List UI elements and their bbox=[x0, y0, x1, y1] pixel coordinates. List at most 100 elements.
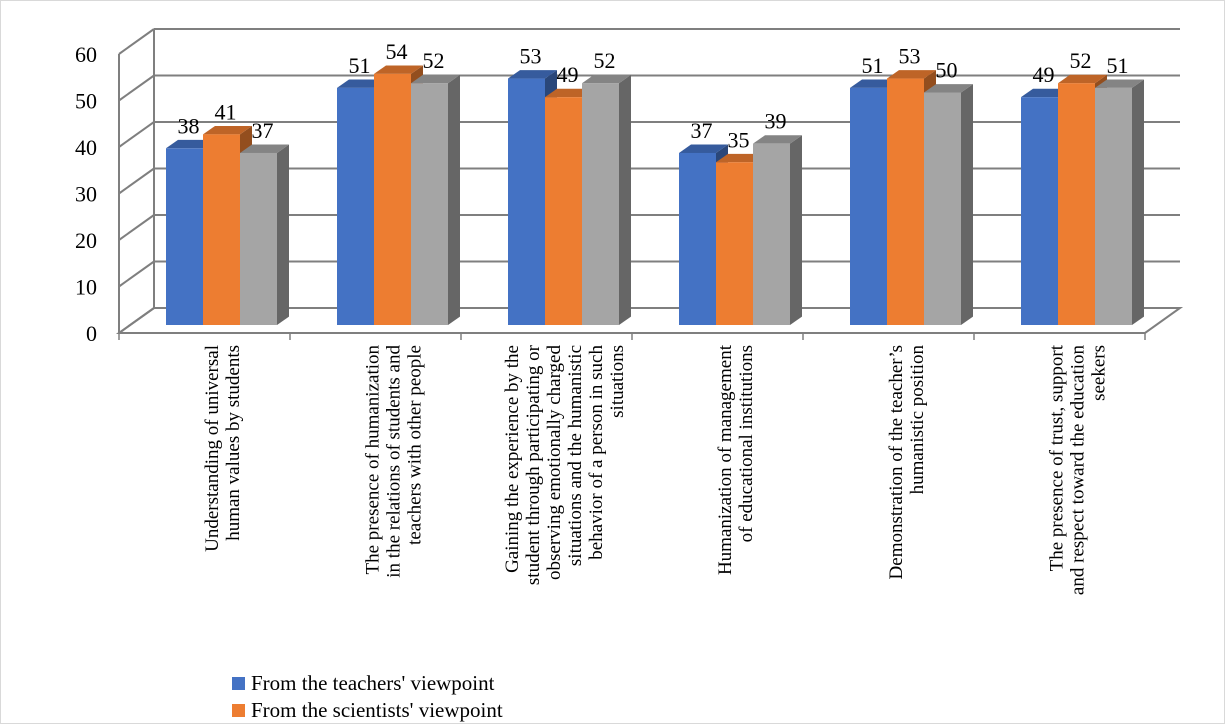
bar-top bbox=[508, 70, 557, 79]
bar-front bbox=[924, 92, 961, 325]
x-category-labels: Understanding of universalhuman values b… bbox=[202, 344, 1110, 595]
bar-front bbox=[582, 83, 619, 325]
bar-side bbox=[277, 144, 289, 325]
x-category-label-line: teachers with other people bbox=[405, 345, 426, 545]
y-tick-label: 50 bbox=[75, 89, 97, 114]
x-category-label-line: behavior of a person in such bbox=[586, 345, 607, 560]
bar-front bbox=[1058, 83, 1095, 325]
side-wall-gridline bbox=[118, 74, 155, 102]
x-category-label: The presence of trust, supportand respec… bbox=[1047, 344, 1110, 595]
data-label: 53 bbox=[899, 44, 921, 69]
x-category-label-line: Gaining the experience by the bbox=[502, 345, 523, 573]
bar-top bbox=[753, 135, 802, 144]
bar-top bbox=[240, 144, 289, 153]
bar-front bbox=[716, 162, 753, 325]
data-label: 38 bbox=[178, 113, 200, 138]
data-label: 50 bbox=[936, 58, 958, 83]
x-category-label-line: and respect toward the education bbox=[1068, 345, 1089, 596]
bar-top bbox=[850, 79, 899, 88]
x-category-label-line: situations bbox=[607, 345, 628, 418]
bar-front bbox=[1095, 87, 1132, 325]
bar bbox=[582, 74, 631, 325]
bar-top bbox=[716, 153, 765, 163]
data-label: 52 bbox=[423, 48, 445, 73]
x-category-label-line: in the relations of students and bbox=[384, 345, 405, 578]
data-label: 52 bbox=[594, 48, 616, 73]
x-axis bbox=[118, 333, 1146, 340]
bar-front bbox=[887, 78, 924, 325]
bar-top bbox=[411, 74, 460, 84]
data-label: 41 bbox=[215, 99, 237, 124]
y-tick-label: 10 bbox=[75, 275, 97, 300]
bar-side bbox=[790, 135, 802, 325]
data-label: 49 bbox=[1033, 62, 1055, 87]
x-category-label-line: Humanization of management bbox=[715, 344, 736, 575]
legend-swatch-scientists bbox=[232, 704, 245, 717]
bar-top bbox=[582, 74, 631, 84]
bar-top bbox=[1058, 74, 1107, 84]
legend: From the teachers' viewpoint From the sc… bbox=[232, 670, 503, 724]
bar bbox=[753, 135, 802, 325]
bar-top bbox=[374, 65, 423, 74]
legend-item-teachers: From the teachers' viewpoint bbox=[232, 670, 503, 697]
bar-front bbox=[203, 134, 240, 325]
bar-front bbox=[1021, 97, 1058, 326]
legend-item-scientists: From the scientists' viewpoint bbox=[232, 697, 503, 724]
bar-side bbox=[619, 74, 631, 325]
bar-front bbox=[679, 152, 716, 325]
data-label: 37 bbox=[691, 118, 713, 143]
bar-top bbox=[1021, 88, 1070, 98]
data-label: 54 bbox=[386, 39, 408, 64]
x-category-label: The presence of humanizationin the relat… bbox=[363, 345, 426, 578]
bar-front bbox=[545, 97, 582, 326]
x-category-label-line: The presence of humanization bbox=[363, 345, 384, 575]
bar-front bbox=[411, 83, 448, 325]
bar-top bbox=[203, 125, 252, 135]
x-category-label: Understanding of universalhuman values b… bbox=[202, 345, 244, 552]
x-category-label-line: student through participating or bbox=[523, 344, 544, 585]
data-label: 52 bbox=[1070, 48, 1092, 73]
x-category-label-line: Demonstration of the teacher’s bbox=[886, 345, 907, 579]
y-tick-label: 40 bbox=[75, 135, 97, 160]
bar-front bbox=[508, 78, 545, 325]
bar-side bbox=[961, 84, 973, 325]
side-wall-gridline bbox=[118, 28, 155, 55]
bar-side bbox=[448, 74, 460, 325]
bar-top bbox=[337, 79, 386, 88]
y-tick-label: 60 bbox=[75, 42, 97, 67]
side-wall-gridline bbox=[118, 214, 155, 241]
x-category-label: Gaining the experience by thestudent thr… bbox=[502, 344, 628, 585]
bar bbox=[924, 84, 973, 325]
bar-front bbox=[850, 87, 887, 325]
bar-front bbox=[337, 87, 374, 325]
bar bbox=[1095, 79, 1144, 325]
legend-label-scientists: From the scientists' viewpoint bbox=[251, 698, 503, 722]
y-tick-label: 20 bbox=[75, 228, 97, 253]
x-category-label-line: humanistic position bbox=[907, 345, 928, 495]
bar-top bbox=[924, 84, 973, 93]
bar-front bbox=[240, 152, 277, 325]
data-label: 39 bbox=[765, 109, 787, 134]
y-axis-ticks: 0 10 20 30 40 50 60 bbox=[75, 42, 97, 346]
bar-top bbox=[1095, 79, 1144, 88]
data-label: 37 bbox=[252, 118, 274, 143]
bar bbox=[716, 153, 765, 325]
data-label: 51 bbox=[862, 53, 884, 78]
bar-top bbox=[166, 139, 215, 149]
data-label: 49 bbox=[557, 62, 579, 87]
bar-front bbox=[166, 148, 203, 325]
bar-side bbox=[1132, 79, 1144, 325]
data-label: 51 bbox=[349, 53, 371, 78]
x-category-label-line: of educational institutions bbox=[736, 345, 757, 542]
side-wall-gridline bbox=[118, 121, 155, 148]
x-category-label-line: human values by students bbox=[223, 345, 244, 541]
x-category-label: Demonstration of the teacher’shumanistic… bbox=[886, 345, 928, 580]
side-wall-gridline bbox=[118, 260, 155, 288]
data-label: 35 bbox=[728, 127, 750, 152]
bar-top bbox=[887, 70, 936, 79]
x-category-label-line: Understanding of universal bbox=[202, 345, 223, 552]
bar-top bbox=[545, 88, 594, 98]
x-category-label-line: situations and the humanistic bbox=[565, 345, 586, 566]
